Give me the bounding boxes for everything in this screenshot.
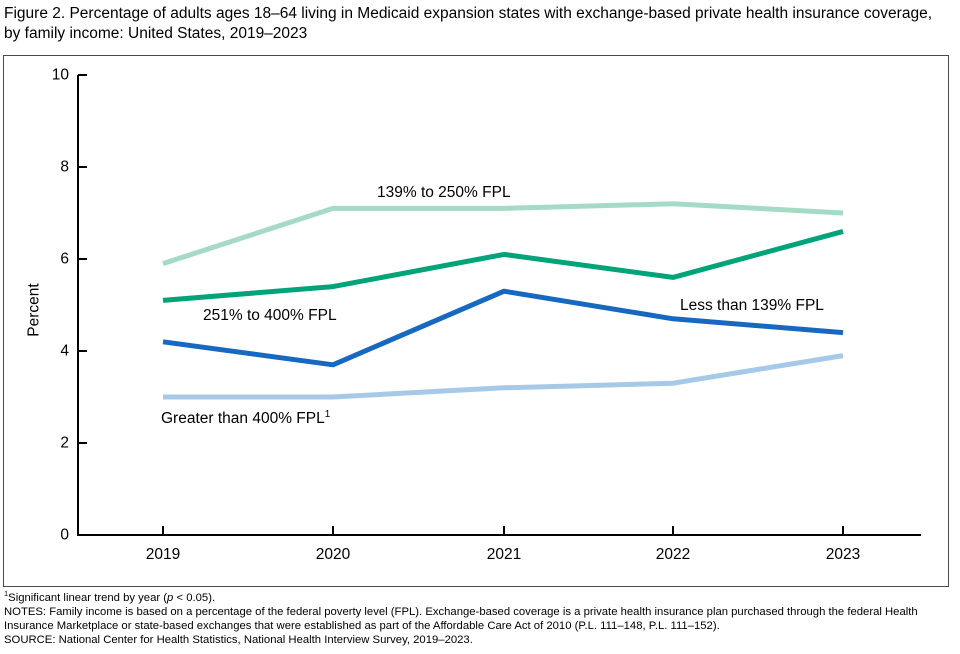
chart-canvas: 0 2 4 6 8 10 2019 2020 2021 2022 2023 Percent 139% t… (26, 67, 921, 563)
x-tick-label: 2023 (826, 546, 860, 563)
series-label-0: 139% to 250% FPL (377, 184, 511, 201)
y-tick-label: 10 (52, 67, 70, 84)
series-line-2 (162, 288, 844, 368)
chart-panel: 0 2 4 6 8 10 2019 2020 2021 2022 2023 Percent 139% t… (3, 55, 949, 587)
footnote-trend-sup: 1 (4, 589, 9, 599)
x-tick-label: 2020 (316, 546, 351, 563)
series-line-0 (162, 201, 844, 266)
x-tick-label: 2021 (487, 546, 521, 563)
footnote-trend-text: Significant linear trend by year ( (8, 592, 168, 604)
footnotes: 1Significant linear trend by year (p < 0… (4, 589, 952, 647)
y-tick-label: 2 (60, 435, 69, 452)
x-tick-label: 2022 (656, 546, 690, 563)
y-tick-label: 8 (60, 159, 69, 176)
series-label-sup-3: 1 (325, 409, 331, 420)
y-tick-label: 6 (60, 251, 69, 268)
y-tick-label: 0 (60, 527, 69, 544)
series-line-1 (162, 228, 844, 303)
footnote-trend-pvar: p (167, 592, 174, 604)
series-label-2: Less than 139% FPL (680, 297, 824, 314)
y-axis-title: Percent (26, 283, 43, 337)
series-line-3 (163, 353, 844, 400)
series-label-3: Greater than 400% FPL1 (161, 409, 331, 427)
figure-title: Figure 2. Percentage of adults ages 18–6… (4, 5, 932, 43)
footnote-source: SOURCE: National Center for Health Stati… (4, 634, 473, 646)
footnote-trend-tail: < 0.05). (173, 592, 216, 604)
series-label-1: 251% to 400% FPL (203, 307, 337, 324)
y-tick-label: 4 (60, 343, 69, 360)
footnote-trend: 1Significant linear trend by year (p < 0… (4, 589, 952, 605)
x-tick-label: 2019 (146, 546, 180, 563)
footnote-notes: NOTES: Family income is based on a perce… (4, 606, 918, 632)
